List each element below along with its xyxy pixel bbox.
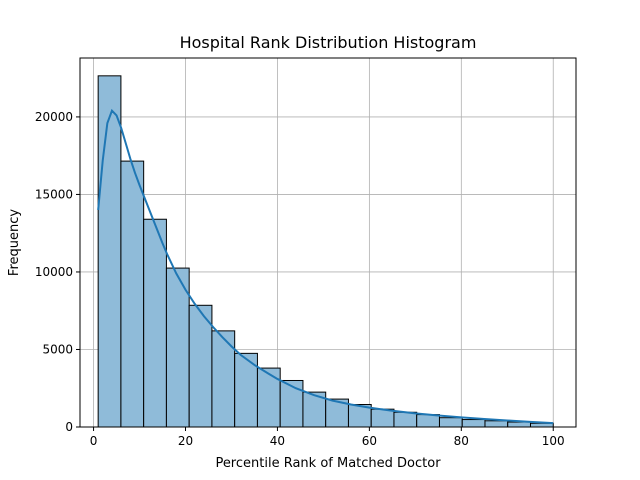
histogram-bar xyxy=(484,420,509,428)
y-axis-label: Frequency xyxy=(7,209,22,276)
chart-title: Hospital Rank Distribution Histogram xyxy=(180,33,477,52)
x-axis-label: Percentile Rank of Matched Doctor xyxy=(215,456,441,471)
histogram-bar xyxy=(370,408,395,428)
y-tick-label: 10000 xyxy=(35,265,73,279)
x-tick-label: 20 xyxy=(178,434,193,448)
x-tick-label: 40 xyxy=(270,434,285,448)
histogram-bar xyxy=(97,75,122,428)
x-tick-label: 100 xyxy=(542,434,565,448)
histogram-bar xyxy=(438,417,463,428)
y-axis-ticks: 0 5000 10000 15000 20000 xyxy=(35,110,80,434)
histogram-bar xyxy=(461,419,486,428)
x-axis-ticks: 0 20 40 60 80 100 xyxy=(90,427,565,448)
y-tick-label: 20000 xyxy=(35,110,73,124)
histogram-bar xyxy=(188,304,213,428)
histogram-bar xyxy=(120,160,145,428)
y-tick-label: 0 xyxy=(65,420,73,434)
y-tick-label: 5000 xyxy=(42,342,73,356)
histogram-bar xyxy=(507,421,531,428)
y-tick-label: 15000 xyxy=(35,187,73,201)
kde-curve xyxy=(97,108,554,425)
x-tick-label: 80 xyxy=(454,434,469,448)
x-tick-label: 60 xyxy=(362,434,377,448)
histogram-bar xyxy=(143,218,167,428)
histogram-bar xyxy=(256,367,281,428)
histogram-bar xyxy=(416,414,440,428)
plot-frame xyxy=(79,57,577,428)
histogram-bar xyxy=(393,411,418,428)
x-tick-label: 0 xyxy=(90,434,98,448)
histogram-bar xyxy=(279,379,304,428)
